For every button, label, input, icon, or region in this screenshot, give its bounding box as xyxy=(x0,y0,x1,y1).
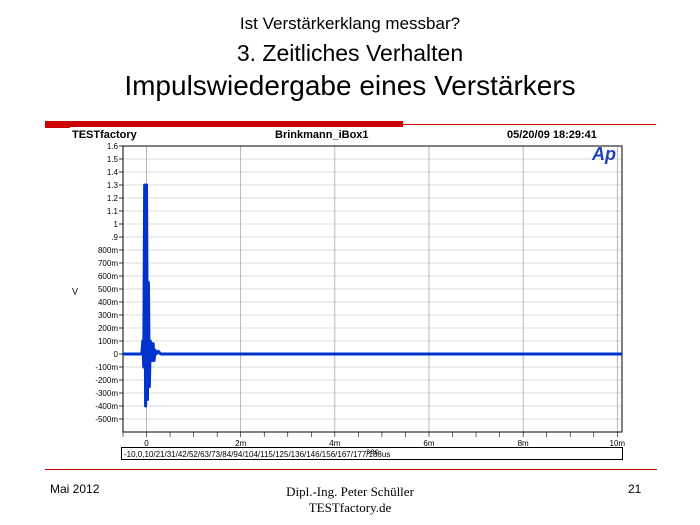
y-tick-label: 1 xyxy=(114,220,119,229)
y-tick-label: -100m xyxy=(95,363,118,372)
slide-subtitle: Impulswiedergabe eines Verstärkers xyxy=(124,70,576,101)
x-axis-label: sec xyxy=(366,447,378,456)
y-tick-label: 1.2 xyxy=(107,194,119,203)
y-tick-label: 200m xyxy=(98,324,118,333)
measurement-panel: TESTfactory Brinkmann_iBox1 05/20/09 18:… xyxy=(70,127,626,467)
y-tick-label: -300m xyxy=(95,389,118,398)
footer-date: Mai 2012 xyxy=(50,482,100,496)
y-tick-label: .9 xyxy=(111,233,118,242)
x-tick-label: 8m xyxy=(518,439,529,448)
x-tick-labels: 0 2m 4m 6m 8m 10m xyxy=(144,439,625,448)
x-tick-label: 0 xyxy=(144,439,149,448)
legend-box: -10,0,10/21/31/42/52/63/73/84/94/104/115… xyxy=(121,447,623,460)
y-tick-label: -200m xyxy=(95,376,118,385)
footer-divider xyxy=(45,469,657,470)
x-tick-label: 10m xyxy=(610,439,626,448)
y-tick-label: 600m xyxy=(98,272,118,281)
slide-supertitle: Ist Verstärkerklang messbar? xyxy=(239,14,461,33)
y-axis-label: V xyxy=(72,287,78,297)
y-tick-label: 1.6 xyxy=(107,142,119,151)
chart-grid xyxy=(119,145,622,437)
x-tick-label: 4m xyxy=(329,439,340,448)
y-tick-labels: 1.6 1.5 1.4 1.3 1.2 1.1 1 .9 800m 700m 600m 500m 400… xyxy=(95,142,118,424)
y-tick-label: 400m xyxy=(98,298,118,307)
y-tick-label: 1.4 xyxy=(107,168,119,177)
series-line xyxy=(123,183,622,408)
footer-author-site: TESTfactory.de xyxy=(308,500,392,515)
plot-frame xyxy=(122,145,623,433)
y-tick-label: 1.1 xyxy=(107,207,119,216)
plot-header-right: 05/20/09 18:29:41 xyxy=(507,129,597,141)
accent-line xyxy=(403,124,656,125)
y-tick-label: -500m xyxy=(95,415,118,424)
y-tick-label: 500m xyxy=(98,285,118,294)
footer-author: Dipl.-Ing. Peter Schüller TESTfactory.de xyxy=(250,484,450,516)
y-tick-label: 100m xyxy=(98,337,118,346)
y-tick-label: 0 xyxy=(114,350,119,359)
accent-bar xyxy=(45,121,403,128)
plot-header-left: TESTfactory xyxy=(72,129,137,141)
slide-title: 3. Zeitliches Verhalten xyxy=(236,40,464,66)
plot-header-center: Brinkmann_iBox1 xyxy=(275,129,369,141)
ap-logo: Ap xyxy=(591,144,616,164)
footer-page-number: 21 xyxy=(628,482,642,496)
y-tick-label: -400m xyxy=(95,402,118,411)
y-tick-label: 1.3 xyxy=(107,181,119,190)
footer-author-name: Dipl.-Ing. Peter Schüller xyxy=(286,484,414,499)
impulse-chart: 1.6 1.5 1.4 1.3 1.2 1.1 1 .9 800m 700m 600m 500m 400… xyxy=(72,142,625,456)
y-tick-label: 700m xyxy=(98,259,118,268)
y-tick-label: 300m xyxy=(98,311,118,320)
x-tick-label: 2m xyxy=(235,439,246,448)
x-tick-label: 6m xyxy=(423,439,434,448)
y-tick-label: 800m xyxy=(98,246,118,255)
y-tick-label: 1.5 xyxy=(107,155,119,164)
